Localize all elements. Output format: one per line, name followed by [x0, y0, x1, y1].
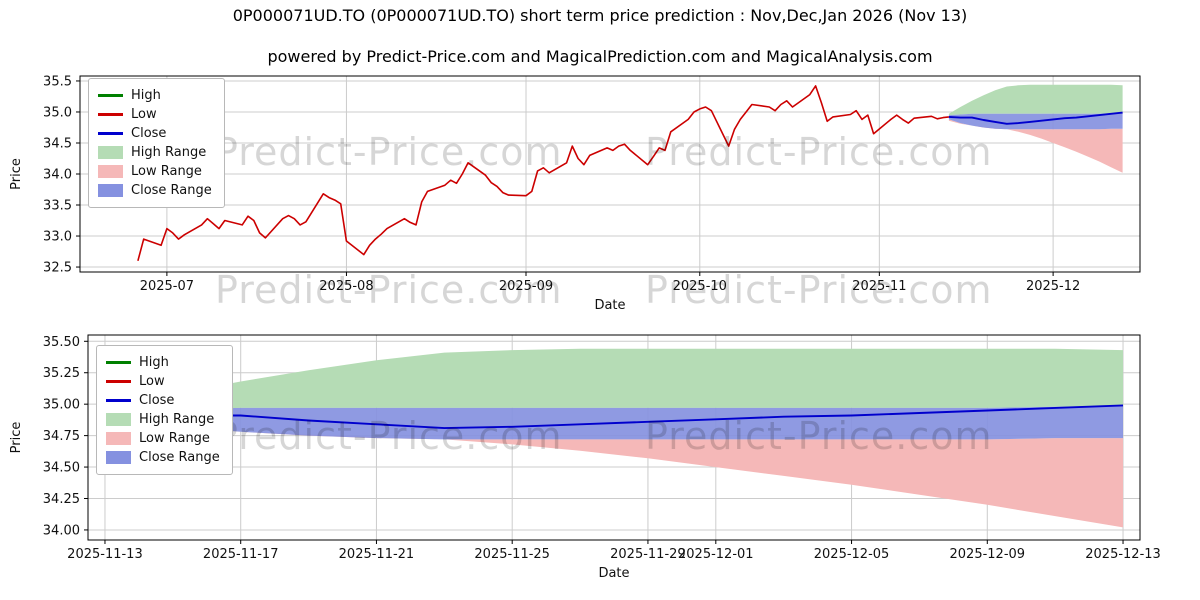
legend-patch-swatch	[106, 432, 131, 445]
legend-item-high: High	[98, 86, 212, 105]
legend-line-swatch	[98, 132, 123, 135]
legend-label: Close	[131, 126, 167, 141]
legend-label: Close Range	[131, 183, 212, 198]
y-tick-label: 34.0	[43, 168, 72, 183]
y-tick-label: 33.0	[43, 230, 72, 245]
legend-item-close: Close	[106, 391, 220, 410]
legend-item-close-range: Close Range	[98, 181, 212, 200]
legend-label: Low	[139, 374, 165, 389]
y-tick-label: 34.75	[43, 429, 80, 444]
legend-label: High Range	[139, 412, 215, 427]
x-tick-label: 2025-12	[1026, 279, 1080, 294]
legend-label: High	[131, 88, 161, 103]
legend-label: High	[139, 355, 169, 370]
legend-item-low-range: Low Range	[98, 162, 212, 181]
page-subtitle: powered by Predict-Price.com and Magical…	[267, 47, 933, 66]
legend-label: Low Range	[139, 431, 210, 446]
x-tick-label: 2025-10	[673, 279, 727, 294]
legend-item-high-range: High Range	[106, 410, 220, 429]
legend-label: High Range	[131, 145, 207, 160]
detail-plot: 34.00 34.25 34.50 34.75 35.00 35.25 35.50 2025-…	[9, 334, 1161, 581]
y-axis-label: Price	[9, 158, 24, 190]
x-axis-label: Date	[598, 566, 629, 581]
y-tick-label: 34.00	[43, 523, 80, 538]
y-tick-label: 35.0	[43, 105, 72, 120]
x-tick-label: 2025-07	[140, 279, 194, 294]
detail-legend: High Low Close High Range Low Range Close Ran…	[96, 345, 233, 475]
legend-label: Close Range	[139, 450, 220, 465]
legend-item-low-range: Low Range	[106, 429, 220, 448]
overview-legend: High Low Close High Range Low Range Close Ran…	[88, 78, 225, 208]
legend-patch-swatch	[98, 184, 123, 197]
y-tick-label: 34.50	[43, 461, 80, 476]
legend-line-swatch	[106, 380, 131, 383]
legend-line-swatch	[98, 113, 123, 116]
y-tick-label: 35.5	[43, 74, 72, 89]
legend-patch-swatch	[98, 146, 123, 159]
y-tick-label: 33.5	[43, 199, 72, 214]
x-axis-label: Date	[594, 298, 625, 313]
page-title: 0P000071UD.TO (0P000071UD.TO) short term…	[232, 6, 968, 25]
legend-patch-swatch	[106, 413, 131, 426]
legend-label: Close	[139, 393, 175, 408]
legend-item-close-range: Close Range	[106, 448, 220, 467]
y-tick-label: 35.25	[43, 366, 80, 381]
y-tick-label: 34.25	[43, 492, 80, 507]
x-tick-label: 2025-09	[499, 279, 553, 294]
legend-item-low: Low	[98, 105, 212, 124]
x-tick-label: 2025-08	[319, 279, 373, 294]
legend-item-close: Close	[98, 124, 212, 143]
legend-line-swatch	[106, 399, 131, 402]
x-tick-label: 2025-12-13	[1085, 547, 1161, 562]
x-tick-label: 2025-11-25	[474, 547, 550, 562]
y-tick-label: 34.5	[43, 136, 72, 151]
legend-label: Low Range	[131, 164, 202, 179]
y-tick-label: 35.50	[43, 335, 80, 350]
legend-label: Low	[131, 107, 157, 122]
legend-item-high-range: High Range	[98, 143, 212, 162]
x-tick-label: 2025-12-01	[678, 547, 754, 562]
x-tick-label: 2025-11-29	[610, 547, 686, 562]
y-tick-label: 32.5	[43, 261, 72, 276]
x-tick-label: 2025-12-09	[950, 547, 1026, 562]
price-overview-chart: 32.5 33.0 33.5 34.0 34.5 35.0 35.5 2025-07 2025-…	[0, 66, 1200, 322]
x-tick-label: 2025-11-17	[203, 547, 279, 562]
x-tick-label: 2025-11	[852, 279, 906, 294]
x-tick-label: 2025-12-05	[814, 547, 890, 562]
overview-plot: 32.5 33.0 33.5 34.0 34.5 35.0 35.5 2025-07 2025-…	[9, 74, 1141, 313]
legend-item-high: High	[106, 353, 220, 372]
x-tick-label: 2025-11-21	[339, 547, 415, 562]
forecast-detail-chart: 34.00 34.25 34.50 34.75 35.00 35.25 35.50 2025-…	[0, 318, 1200, 600]
legend-item-low: Low	[106, 372, 220, 391]
legend-line-swatch	[98, 94, 123, 97]
legend-patch-swatch	[98, 165, 123, 178]
x-tick-label: 2025-11-13	[67, 547, 143, 562]
y-tick-label: 35.00	[43, 398, 80, 413]
y-axis-label: Price	[9, 422, 24, 454]
legend-patch-swatch	[106, 451, 131, 464]
legend-line-swatch	[106, 361, 131, 364]
